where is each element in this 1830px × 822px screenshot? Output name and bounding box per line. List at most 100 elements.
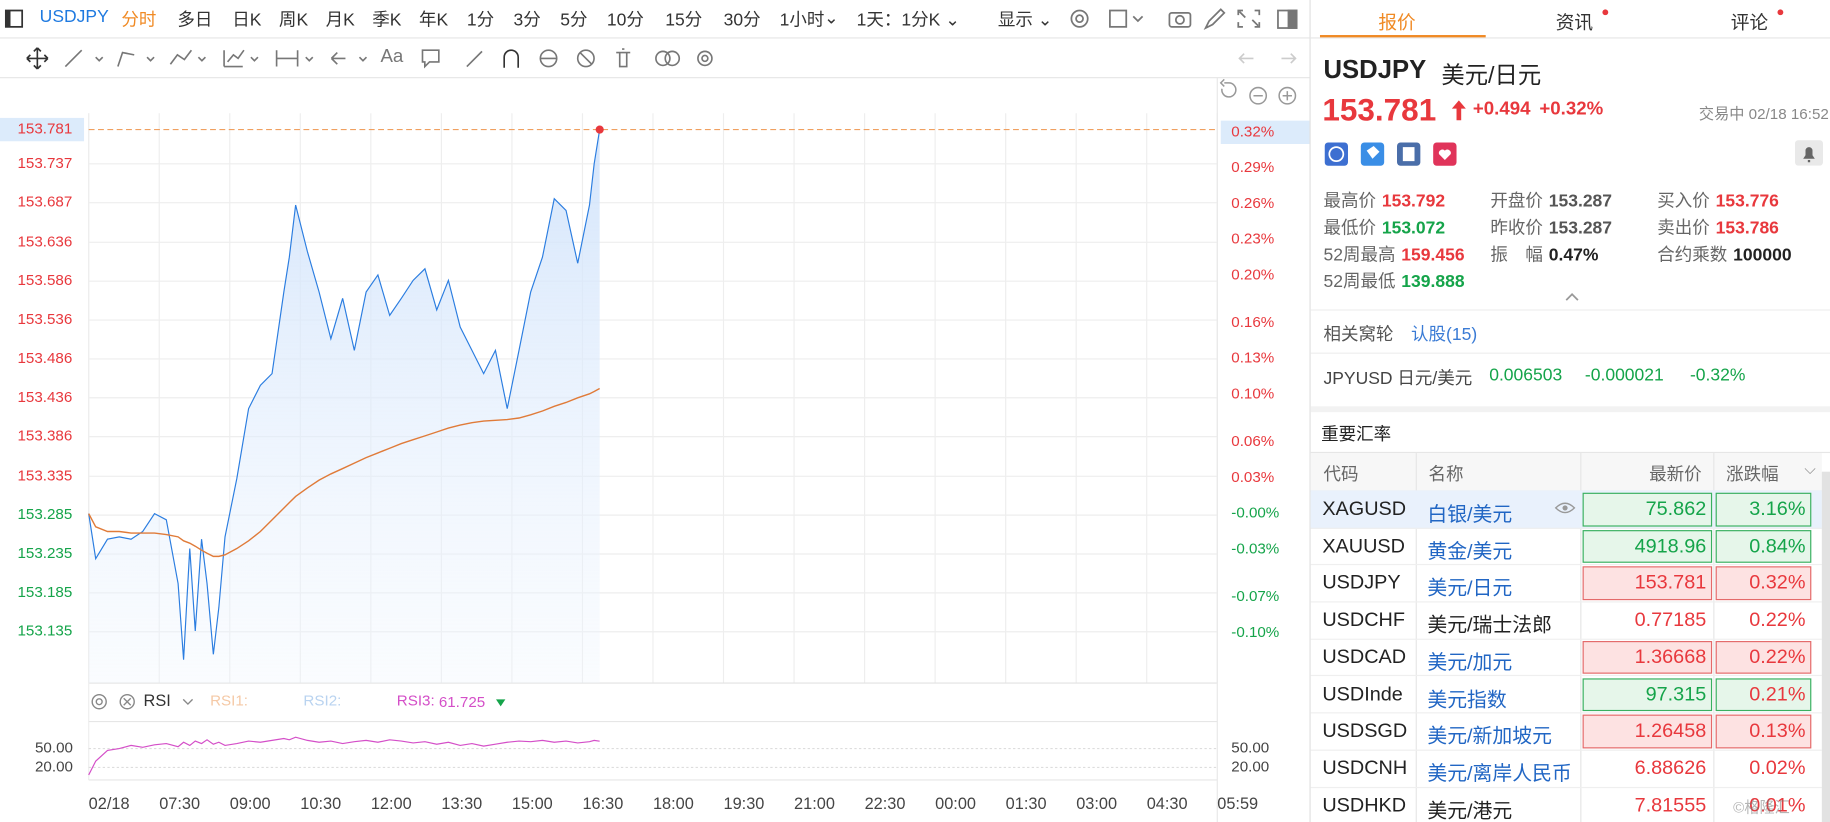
trade-status: 交易中 02/18 16:52 <box>1698 105 1829 123</box>
rate-name[interactable]: 美元指数 <box>1427 688 1507 711</box>
stat-label: 买入价 <box>1657 191 1710 212</box>
layout-icon[interactable] <box>4 9 24 28</box>
rate-row[interactable]: USDHKD 美元/港元 7.81555 0.01% <box>1311 786 1822 822</box>
rate-name[interactable]: 美元/加元 <box>1427 651 1513 674</box>
pair-price: 0.006503 <box>1489 365 1563 386</box>
toolbar-icons[interactable] <box>1056 5 1309 33</box>
rate-code: USDSGD <box>1322 719 1408 742</box>
quote-symbol: USDJPY <box>1323 54 1427 85</box>
stat-label: 最低价 <box>1323 218 1377 239</box>
tab[interactable]: 资讯 <box>1555 14 1594 34</box>
y2-tick-label: 0.06% <box>1231 433 1274 450</box>
range-select[interactable]: 1天：1分K ⌄ <box>856 10 960 31</box>
alert-button[interactable] <box>1794 140 1823 166</box>
scrollbar[interactable] <box>1821 471 1830 822</box>
toolbar: USDJPY 分时 多日 日K 周K 月K 季K 年K 1分 3分 5分 10分 15分 30分 1小时 … <box>0 0 1310 39</box>
tab-underline <box>1319 35 1486 38</box>
rate-name[interactable]: 美元/离岸人民币 <box>1427 762 1572 785</box>
rates-table: 代码 名称 最新价 涨跌幅 ⌵ XAGUSD 白银/美元 75.862 3.16% XAUUSD 黄… <box>1310 451 1830 822</box>
period[interactable]: 月K <box>325 10 355 31</box>
quote-panel: 报价 资讯 评论 USDJPY 美元/日元 153.781 +0.494 +0.… <box>1309 0 1830 822</box>
x-tick-label: 16:30 <box>582 795 623 813</box>
rate-pct: 0.22% <box>1749 608 1806 631</box>
period[interactable]: 1分 <box>466 10 495 31</box>
rate-pct: 0.32% <box>1749 571 1806 594</box>
period[interactable]: 周K <box>278 10 309 31</box>
stat-label: 开盘价 <box>1490 191 1543 212</box>
font-tool[interactable]: Aa <box>380 46 404 67</box>
rate-row[interactable]: USDInde 美元指数 97.315 0.21% <box>1310 675 1822 714</box>
rate-name[interactable]: 白银/美元 <box>1427 503 1513 526</box>
period[interactable]: 年K <box>418 10 449 31</box>
rate-row[interactable]: USDCNH 美元/离岸人民币 6.88626 0.02% <box>1310 749 1822 788</box>
rate-code: USDCAD <box>1322 645 1407 668</box>
zoom-controls[interactable] <box>1219 78 1297 105</box>
column-divider <box>1415 453 1417 822</box>
watch-icon[interactable] <box>1553 500 1576 516</box>
price-line <box>88 129 601 660</box>
period[interactable]: 30分 <box>723 10 761 31</box>
tab[interactable]: 评论 <box>1730 14 1769 34</box>
tab[interactable]: 报价 <box>1378 14 1416 34</box>
rate-name[interactable]: 黄金/美元 <box>1427 540 1513 563</box>
rate-name[interactable]: 美元/新加坡元 <box>1427 725 1552 748</box>
collapse[interactable] <box>1564 291 1580 303</box>
rate-name[interactable]: 美元/日元 <box>1427 577 1513 600</box>
stat-value: 139.888 <box>1401 272 1465 292</box>
y2-tick-label: 0.16% <box>1231 314 1274 331</box>
rate-price: 0.77185 <box>1634 608 1707 631</box>
period[interactable]: 1小时 <box>779 10 825 31</box>
stat: 52周最低 139.888 <box>1323 269 1464 294</box>
period[interactable]: 季K <box>372 10 402 31</box>
column-header: 代码 <box>1323 464 1359 485</box>
y2-tick-label: 0.13% <box>1231 350 1274 367</box>
stat-value: 159.456 <box>1401 245 1465 266</box>
stat: 52周最高 159.456 <box>1323 242 1464 267</box>
rsi-trend <box>496 699 506 707</box>
period[interactable]: 日K <box>232 10 262 31</box>
period[interactable]: 5分 <box>560 10 588 31</box>
up-arrow <box>1451 100 1466 121</box>
period[interactable]: 3分 <box>513 10 541 31</box>
y2-tick-label: 0.20% <box>1231 266 1274 283</box>
rate-row[interactable]: USDCAD 美元/加元 1.36668 0.22% <box>1310 638 1822 677</box>
period[interactable]: 分时 <box>121 10 157 31</box>
stat: 最高价 153.792 <box>1323 188 1445 213</box>
related-link[interactable]: 认股(15) <box>1411 324 1478 345</box>
flash-box <box>1582 677 1713 712</box>
flash-box <box>1582 640 1713 675</box>
column-header[interactable]: 涨跌幅 <box>1726 464 1779 485</box>
stat: 振 幅 0.47% <box>1490 242 1598 267</box>
rsi-controls[interactable] <box>91 694 194 710</box>
x-tick-label: 15:00 <box>512 795 553 813</box>
rate-code: XAGUSD <box>1322 497 1407 520</box>
drawing-icons[interactable] <box>0 39 1309 78</box>
rate-row[interactable]: USDCHF 美元/瑞士法郎 0.77185 0.22% <box>1310 601 1822 640</box>
rate-row[interactable]: USDJPY 美元/日元 153.781 0.32% <box>1310 564 1822 603</box>
period[interactable]: 多日 <box>177 10 213 31</box>
current-pct-label: 0.32% <box>1231 123 1274 140</box>
drawing-toolbar: Aa <box>0 39 1310 79</box>
rate-row[interactable]: XAUUSD 黄金/美元 4918.96 0.84% <box>1310 527 1822 566</box>
x-tick-label: 12:00 <box>371 795 412 813</box>
x-tick-label: 05:59 <box>1217 795 1258 813</box>
flash-box <box>1715 714 1812 749</box>
rate-row[interactable]: USDSGD 美元/新加坡元 1.26458 0.13% <box>1310 712 1822 751</box>
stat-value: 153.792 <box>1381 191 1446 212</box>
period[interactable]: 15分 <box>665 10 703 31</box>
dropdown-arrow[interactable]: ⌄ <box>823 8 839 29</box>
pair-code[interactable]: JPYUSD 日元/美元 <box>1323 368 1473 389</box>
display-select[interactable]: 显示 ⌄ <box>997 10 1053 31</box>
rate-row[interactable]: XAGUSD 白银/美元 75.862 3.16% <box>1310 490 1822 529</box>
x-tick-label: 22:30 <box>865 795 906 813</box>
sort-arrow[interactable]: ⌵ <box>1804 460 1816 478</box>
symbol[interactable]: USDJPY <box>39 7 109 27</box>
y-tick-label: 153.636 <box>18 233 73 250</box>
current-price-label: 153.781 <box>18 121 73 138</box>
x-tick-label: 18:00 <box>653 795 694 813</box>
stat: 合约乘数 100000 <box>1657 242 1791 267</box>
average-line <box>88 387 600 558</box>
quote-icons[interactable] <box>1324 141 1465 167</box>
x-tick-label: 09:00 <box>230 795 271 813</box>
period[interactable]: 10分 <box>606 10 644 31</box>
